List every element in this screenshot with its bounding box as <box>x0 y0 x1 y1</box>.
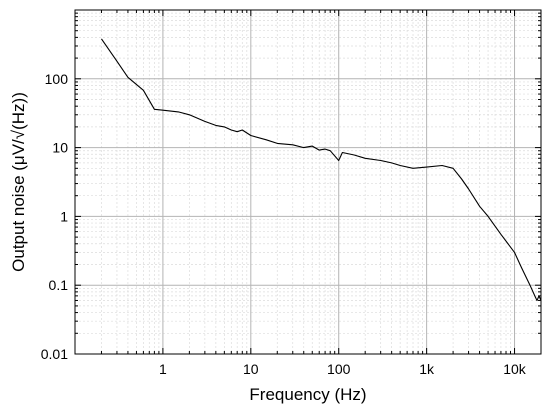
y-tick-label: 100 <box>45 71 69 87</box>
y-tick-label: 10 <box>52 140 68 156</box>
y-tick-label: 0.1 <box>49 277 69 293</box>
x-axis-title: Frequency (Hz) <box>249 385 366 404</box>
x-tick-label: 1k <box>419 361 435 377</box>
plot-lines <box>101 38 542 302</box>
y-axis-title: Output noise (μV/√(Hz)) <box>9 92 28 272</box>
major-grid <box>75 10 541 354</box>
plot-frame <box>74 9 542 355</box>
x-tick-label: 10 <box>243 361 259 377</box>
x-tick-label: 10k <box>503 361 527 377</box>
axis-ticks <box>75 10 541 355</box>
x-tick-label: 1 <box>159 361 167 377</box>
x-tick-label: 100 <box>327 361 351 377</box>
tick-labels: 1 10 100 1k 10k 0.01 0.1 1 10 100 <box>41 71 527 377</box>
minor-grid <box>75 10 541 354</box>
series-line-1 <box>101 38 542 302</box>
y-tick-label: 1 <box>60 208 68 224</box>
y-tick-label: 0.01 <box>41 346 68 362</box>
